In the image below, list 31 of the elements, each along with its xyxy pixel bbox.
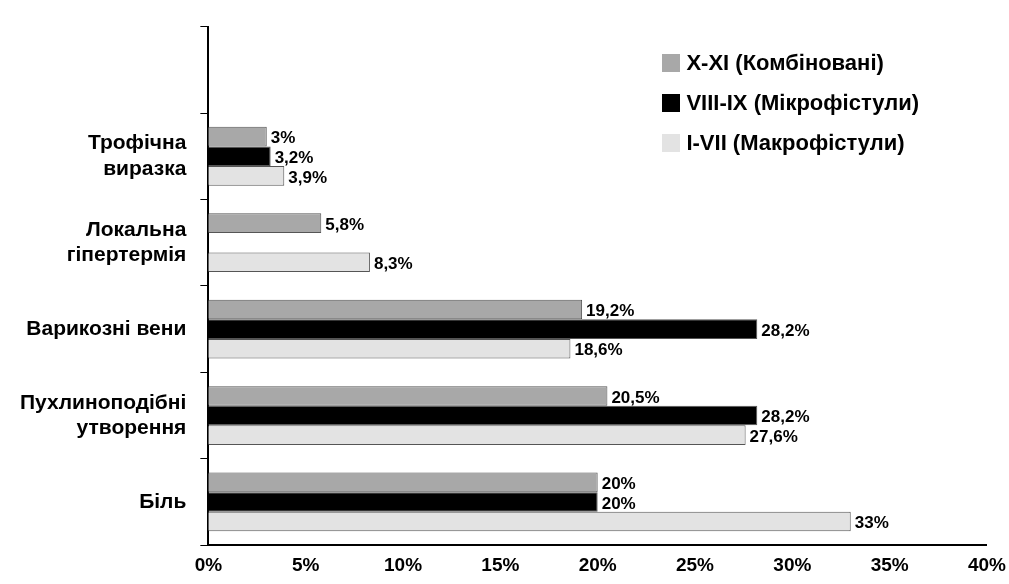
data-label: 3,2% — [274, 147, 314, 167]
y-tick-label: Варикозні вени — [26, 315, 187, 339]
data-label: 3% — [270, 128, 296, 148]
data-label: 28,2% — [761, 320, 810, 340]
x-tick-label: 5% — [291, 553, 320, 575]
x-tick-label: 15% — [481, 553, 520, 575]
x-tick-label: 0% — [194, 553, 223, 575]
data-label: 20,5% — [611, 387, 660, 407]
legend-label: VIII-IX (Мікрофістули) — [686, 90, 919, 116]
data-label: 20% — [601, 493, 636, 513]
data-label: 5,8% — [325, 214, 365, 234]
y-tick-label: Локальна гіпертермія — [66, 216, 187, 266]
x-tick-label: 35% — [870, 553, 909, 575]
legend-label: X-XI (Комбіновані) — [686, 50, 884, 76]
x-tick-label: 40% — [967, 553, 1007, 575]
y-tick-label: Пухлиноподібні утворення — [20, 389, 187, 438]
x-tick-label: 20% — [578, 553, 617, 575]
x-tick-label: 10% — [384, 553, 423, 575]
data-label: 27,6% — [749, 426, 798, 446]
data-label: 18,6% — [574, 340, 623, 360]
legend-label: I-VII (Макрофістули) — [686, 130, 905, 156]
x-tick-label: 30% — [773, 553, 812, 575]
y-tick-label: Трофічна виразка — [87, 130, 187, 179]
data-label: 28,2% — [761, 407, 810, 427]
data-label: 19,2% — [586, 301, 635, 321]
data-label: 8,3% — [373, 253, 413, 273]
data-label: 3,9% — [288, 167, 328, 187]
x-tick-label: 25% — [675, 553, 715, 575]
data-label: 33% — [854, 513, 889, 533]
y-tick-label: Біль — [139, 488, 187, 512]
data-label: 20% — [601, 474, 636, 494]
